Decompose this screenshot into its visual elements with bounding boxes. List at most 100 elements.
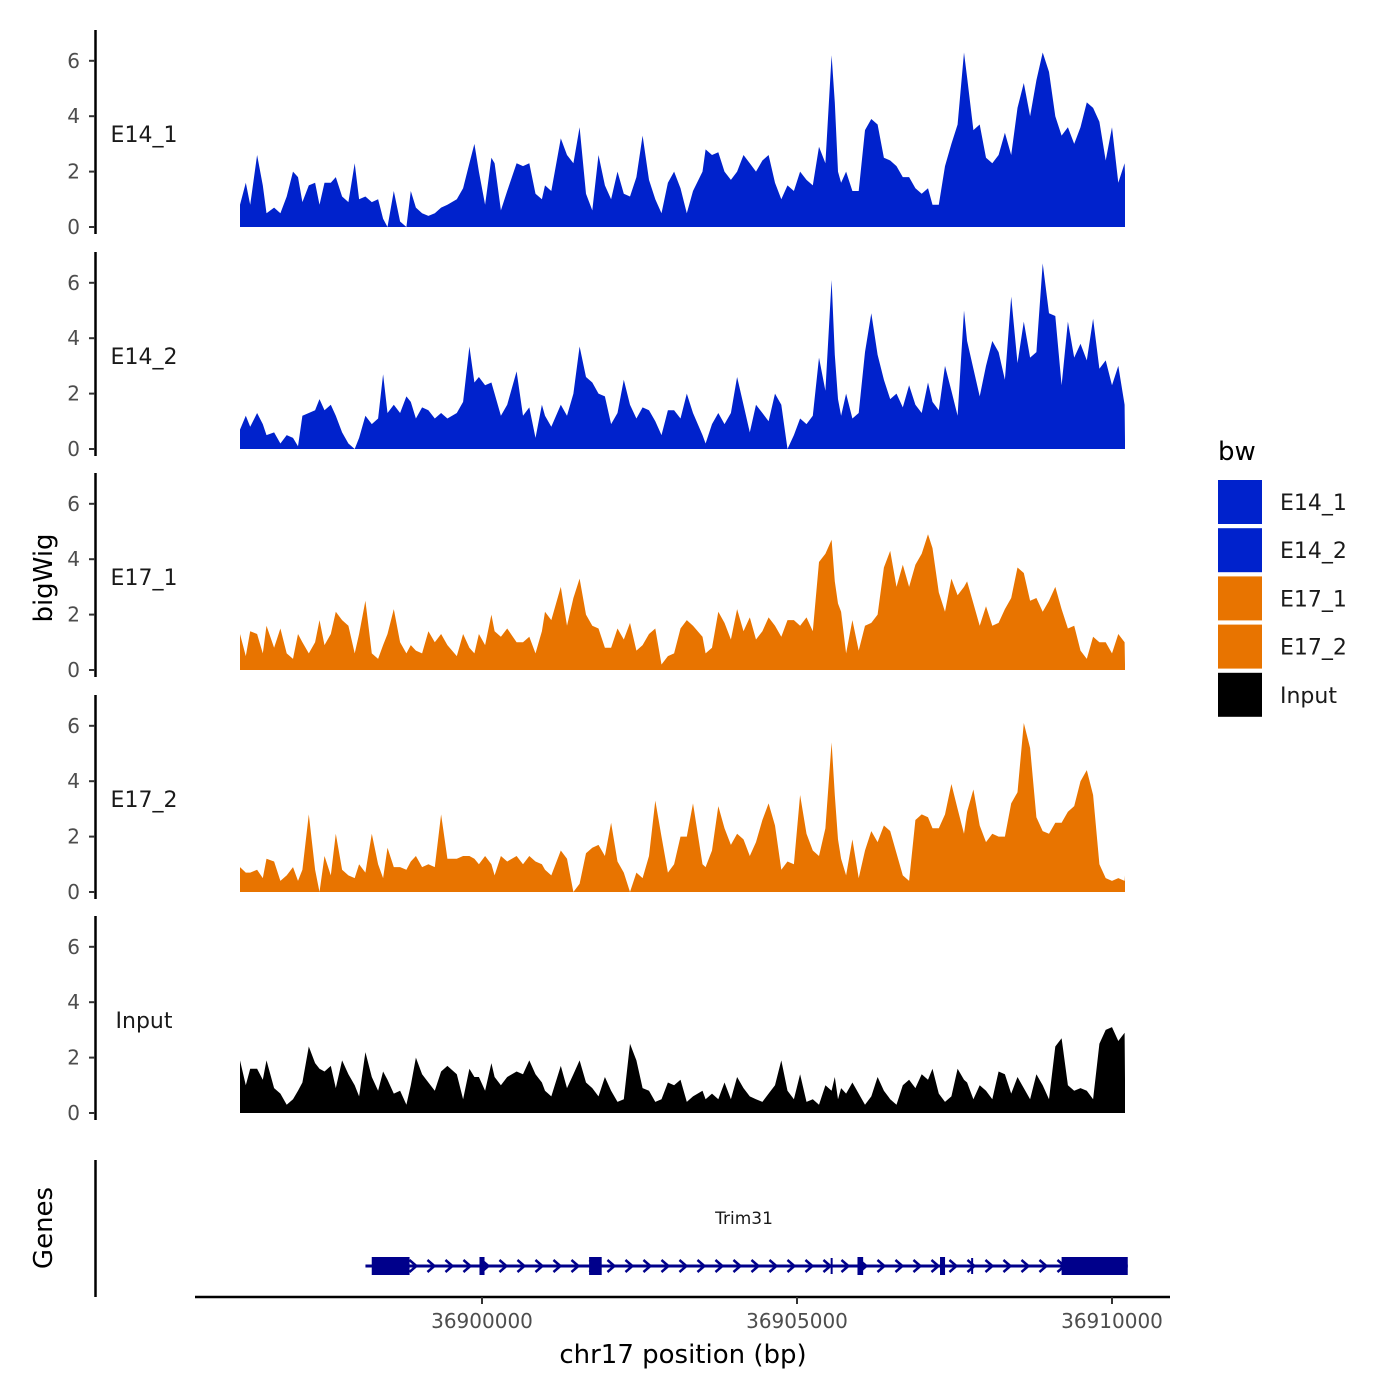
legend-swatch — [1218, 576, 1262, 621]
legend-label: Input — [1280, 684, 1337, 709]
legend-label: E14_2 — [1280, 539, 1347, 564]
strand-arrow — [1020, 1259, 1031, 1273]
strand-arrow — [894, 1259, 905, 1273]
track-E17_1: 0 2 4 6 E17_1 — [67, 473, 1125, 682]
strand-arrow — [408, 1259, 419, 1273]
track-E14_2: 0 2 4 6 E14_2 — [67, 252, 1125, 461]
legend-swatch — [1218, 672, 1262, 717]
strand-arrow — [462, 1259, 473, 1273]
legend-swatch — [1218, 624, 1262, 669]
strand-arrow — [912, 1259, 923, 1273]
y-tick-label: 0 — [67, 1101, 80, 1125]
track-label: E14_2 — [111, 345, 178, 370]
legend-item: E14_1 — [1218, 480, 1347, 524]
x-tick-label: 36900000 — [431, 1309, 533, 1333]
legend-item: E17_2 — [1218, 624, 1347, 669]
legend-item: E17_1 — [1218, 576, 1347, 621]
strand-arrow — [786, 1259, 797, 1273]
gene-exon — [1061, 1257, 1128, 1275]
legend-item: Input — [1218, 672, 1337, 717]
x-axis: 36900000 36905000 36910000 chr17 position … — [195, 1295, 1170, 1370]
genes-panel: Genes Trim31 — [29, 1160, 1128, 1297]
gene-exon — [479, 1257, 485, 1275]
strand-arrow — [750, 1259, 761, 1273]
strand-arrow — [678, 1259, 689, 1273]
strand-arrow — [660, 1259, 671, 1273]
y-tick-label: 4 — [67, 990, 80, 1014]
track-label: E17_1 — [111, 566, 178, 591]
strand-arrow — [570, 1259, 581, 1273]
strand-arrow — [426, 1259, 437, 1273]
track-label: E17_2 — [111, 788, 178, 813]
strand-arrow — [552, 1259, 563, 1273]
x-tick-label: 36910000 — [1061, 1309, 1163, 1333]
y-tick-label: 6 — [67, 271, 80, 295]
strand-arrow — [930, 1259, 941, 1273]
y-tick-label: 0 — [67, 215, 80, 239]
gene-exon — [589, 1257, 602, 1275]
gene-exon — [371, 1257, 410, 1275]
strand-arrow — [768, 1259, 779, 1273]
tracks-area: 0 2 4 6 E14_1 0 2 4 6 E14_2 0 2 4 6 E17_1 0 2 4 6 E17_2 0 2 4 6… — [67, 30, 1125, 1125]
track-area — [240, 52, 1125, 227]
track-area — [240, 534, 1125, 670]
track-E14_1: 0 2 4 6 E14_1 — [67, 30, 1125, 239]
strand-arrow — [498, 1259, 509, 1273]
gene-exon — [940, 1257, 946, 1275]
legend-items: E14_1 E14_2 E17_1 E17_2 Input — [1218, 480, 1347, 717]
strand-arrow — [948, 1259, 959, 1273]
strand-arrow — [624, 1259, 635, 1273]
track-Input: 0 2 4 6 Input — [67, 916, 1125, 1125]
strand-arrow — [1002, 1259, 1013, 1273]
strand-arrow — [984, 1259, 995, 1273]
y-tick-label: 4 — [67, 326, 80, 350]
y-tick-label: 2 — [67, 382, 80, 406]
strand-arrow — [642, 1259, 653, 1273]
y-tick-label: 2 — [67, 603, 80, 627]
legend-label: E17_1 — [1280, 587, 1347, 612]
strand-arrow — [732, 1259, 743, 1273]
strand-arrow — [822, 1259, 833, 1273]
strand-arrow — [516, 1259, 527, 1273]
legend-label: E14_1 — [1280, 491, 1347, 516]
legend-swatch — [1218, 528, 1262, 573]
legend: bw E14_1 E14_2 E17_1 E17_2 Input — [1218, 437, 1347, 717]
strand-arrow — [1038, 1259, 1049, 1273]
legend-swatch — [1218, 480, 1262, 524]
track-area — [240, 1027, 1125, 1113]
y-tick-label: 0 — [67, 658, 80, 682]
y-tick-label: 6 — [67, 492, 80, 516]
y-tick-label: 0 — [67, 880, 80, 904]
track-area — [240, 723, 1125, 892]
y-tick-label: 2 — [67, 1046, 80, 1070]
legend-title: bw — [1218, 437, 1256, 467]
y-tick-label: 6 — [67, 935, 80, 959]
y-tick-label: 6 — [67, 49, 80, 73]
y-tick-label: 4 — [67, 104, 80, 128]
strand-arrow — [966, 1259, 977, 1273]
track-E17_2: 0 2 4 6 E17_2 — [67, 695, 1125, 904]
x-axis-title: chr17 position (bp) — [559, 1340, 806, 1370]
x-tick-label: 36905000 — [746, 1309, 848, 1333]
strand-arrow — [534, 1259, 545, 1273]
gene-exon — [857, 1257, 864, 1275]
strand-arrow — [606, 1259, 617, 1273]
y-tick-label: 2 — [67, 825, 80, 849]
strand-arrow — [804, 1259, 815, 1273]
strand-arrow — [840, 1259, 851, 1273]
track-area — [240, 263, 1125, 449]
track-label: Input — [116, 1009, 173, 1034]
y-tick-label: 4 — [67, 769, 80, 793]
track-label: E14_1 — [111, 123, 178, 148]
x-ticks: 36900000 36905000 36910000 — [431, 1297, 1163, 1333]
strand-arrow — [714, 1259, 725, 1273]
strand-arrow — [876, 1259, 887, 1273]
genes-axis-title: Genes — [29, 1187, 59, 1269]
y-tick-label: 6 — [67, 714, 80, 738]
strand-arrow — [696, 1259, 707, 1273]
y-tick-label: 4 — [67, 547, 80, 571]
gene-label: Trim31 — [714, 1209, 773, 1229]
y-axis-title: bigWig — [29, 533, 59, 622]
gene-model — [365, 1257, 1128, 1275]
